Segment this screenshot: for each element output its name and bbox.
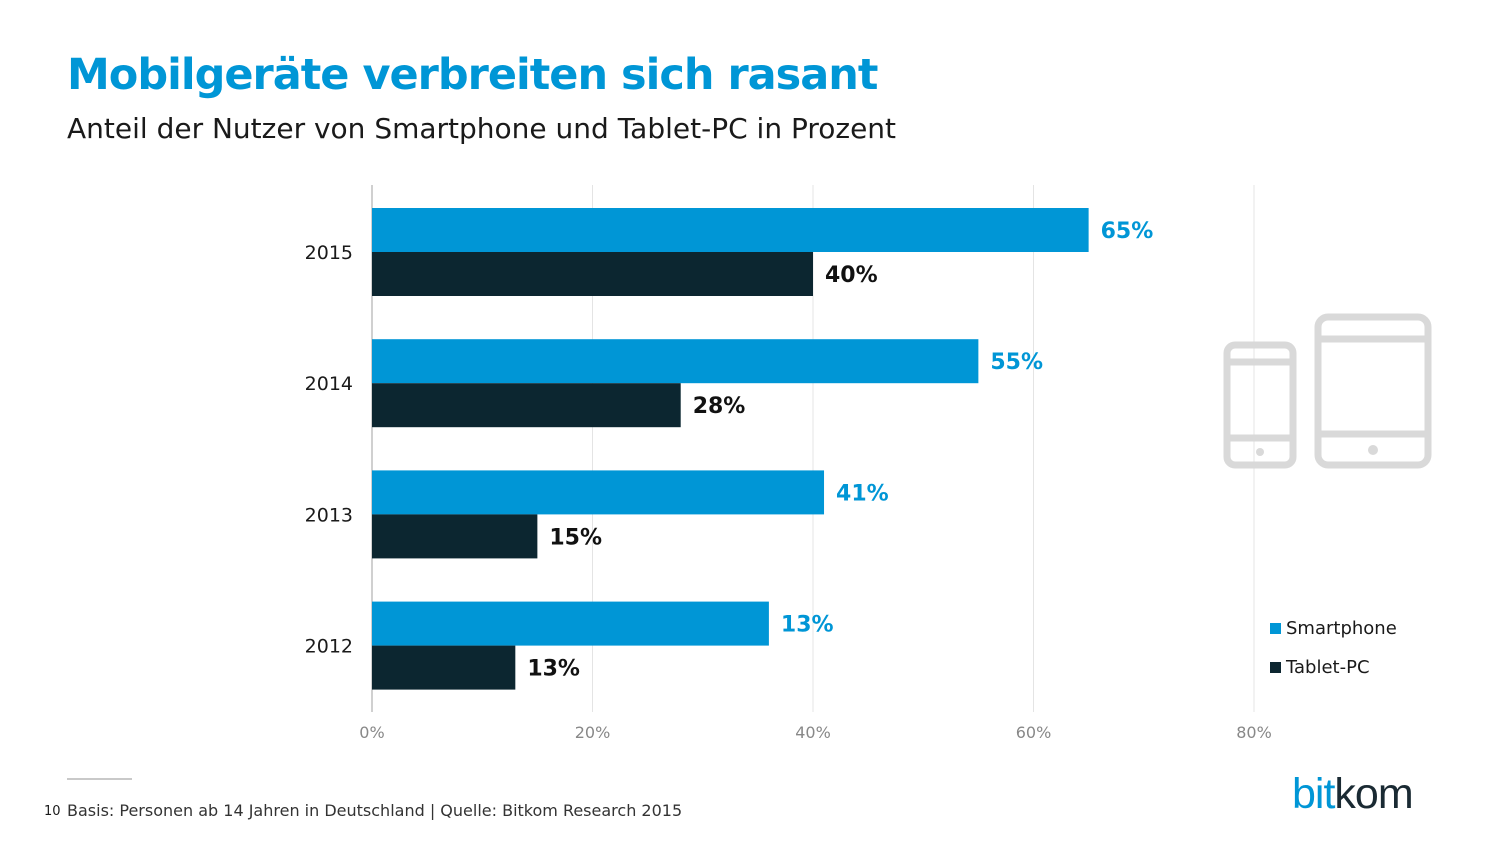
bar (372, 470, 825, 515)
data-label: 15% (549, 525, 602, 550)
page-title: Mobilgeräte verbreiten sich rasant (67, 50, 878, 100)
category-label: 2013 (305, 504, 353, 526)
bar (372, 208, 1089, 252)
bar (372, 514, 538, 559)
logo-text-kom: kom (1334, 770, 1413, 818)
category-label: 2014 (305, 373, 353, 395)
x-tick-label: 40% (795, 723, 831, 742)
page-number: 10 (44, 804, 61, 819)
legend-item-smartphone: Smartphone (1270, 615, 1397, 641)
device-illustration (1220, 310, 1435, 479)
chart-legend: Smartphone Tablet-PC (1270, 615, 1397, 693)
data-label: 65% (1101, 219, 1154, 244)
x-tick-label: 60% (1016, 723, 1052, 742)
bitkom-logo: bitkom (1292, 770, 1414, 819)
page-subtitle: Anteil der Nutzer von Smartphone und Tab… (67, 112, 897, 145)
x-tick-label: 0% (359, 723, 384, 742)
bar (372, 339, 979, 384)
category-label: 2012 (305, 636, 353, 658)
legend-swatch-tablet (1270, 661, 1281, 673)
tablet-icon (1314, 313, 1432, 469)
x-tick-label: 80% (1236, 723, 1272, 742)
data-label: 40% (825, 263, 878, 288)
legend-swatch-smartphone (1270, 622, 1281, 634)
data-label: 13% (781, 613, 834, 638)
bar (372, 252, 813, 296)
bar (372, 601, 769, 646)
bar (372, 383, 681, 428)
source-note: Basis: Personen ab 14 Jahren in Deutschl… (67, 801, 683, 820)
data-label: 41% (836, 481, 889, 506)
legend-label-smartphone: Smartphone (1286, 617, 1397, 639)
footer-divider (67, 778, 132, 780)
data-label: 13% (527, 657, 580, 682)
x-tick-label: 20% (575, 723, 611, 742)
category-label: 2015 (305, 242, 353, 264)
logo-text-bit: bit (1292, 770, 1335, 818)
legend-label-tablet: Tablet-PC (1286, 656, 1370, 678)
legend-item-tablet: Tablet-PC (1270, 654, 1397, 680)
data-label: 55% (990, 350, 1043, 375)
data-label: 28% (693, 394, 746, 419)
bar (372, 645, 516, 690)
smartphone-icon (1223, 341, 1297, 469)
